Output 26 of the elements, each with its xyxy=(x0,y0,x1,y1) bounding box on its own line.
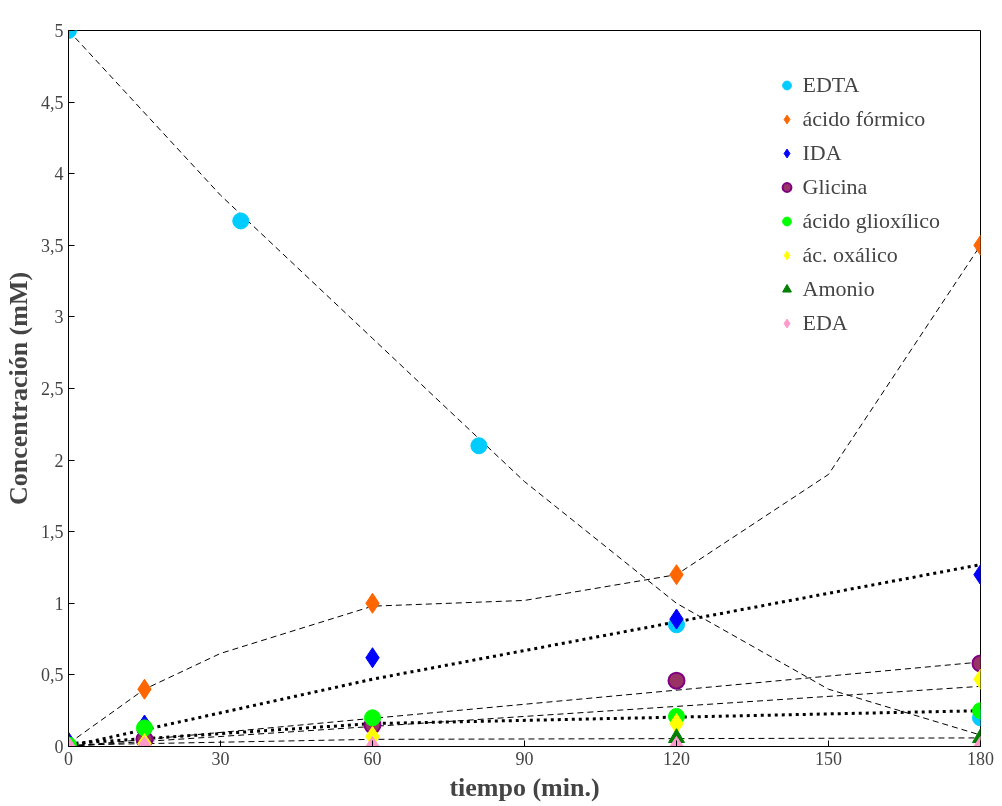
y-tick-label: 1,5 xyxy=(41,522,64,543)
legend-label: ácido fórmico xyxy=(802,105,926,133)
y-tick-label: 4,5 xyxy=(41,92,64,113)
y-axis-title: Concentración (mM) xyxy=(4,271,33,506)
legend-label: EDA xyxy=(802,309,848,337)
x-tick-label: 30 xyxy=(211,748,230,769)
y-tick-label: 3 xyxy=(54,307,64,328)
y-tick-label: 2,5 xyxy=(41,379,64,399)
legend-label: EDTA xyxy=(802,71,860,99)
legend-label: ác. oxálico xyxy=(802,241,898,269)
x-tick-label: 90 xyxy=(515,748,534,769)
y-tick-label: 5 xyxy=(54,21,64,41)
legend-label: Amonio xyxy=(802,275,875,303)
y-tick-label: 2 xyxy=(54,450,64,471)
x-tick-label: 180 xyxy=(967,748,994,769)
legend-label: ácido glioxílico xyxy=(802,207,940,235)
y-tick-label: 1 xyxy=(54,593,64,614)
legend-label: Glicina xyxy=(802,173,868,201)
y-tick-label: 3,5 xyxy=(41,235,64,256)
x-tick-label: 120 xyxy=(663,748,690,769)
x-tick-label: 60 xyxy=(363,748,382,769)
legend-label: IDA xyxy=(802,139,842,167)
y-tick-label: 0,5 xyxy=(41,665,64,686)
y-tick-label: 4 xyxy=(54,164,64,185)
x-tick-label: 150 xyxy=(815,748,842,769)
x-axis-title: tiempo (min.) xyxy=(449,772,600,802)
